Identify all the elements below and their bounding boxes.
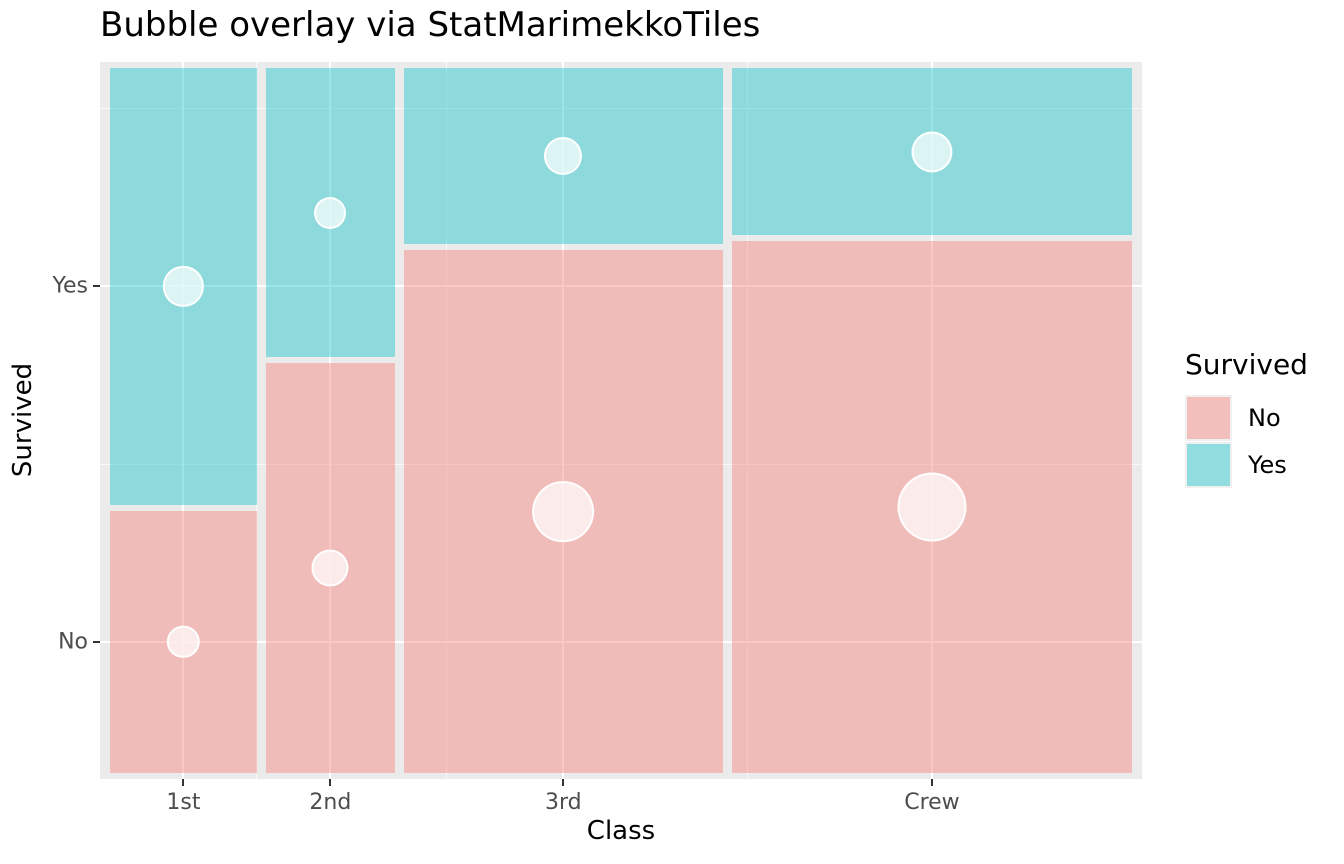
gridline-minor-h <box>100 108 1142 110</box>
gridline-major-h <box>100 285 1142 288</box>
bubble-crew-yes <box>911 131 953 173</box>
legend-swatch-yes-icon <box>1187 444 1230 486</box>
gridline-minor-h <box>100 463 1142 465</box>
legend-key-yes <box>1185 442 1232 488</box>
plot-panel <box>100 62 1142 779</box>
legend-entry-yes: Yes <box>1185 442 1308 488</box>
bubble-crew-no <box>897 472 967 542</box>
x-tick-label-2nd: 2nd <box>309 790 352 815</box>
chart-title: Bubble overlay via StatMarimekkoTiles <box>100 5 761 45</box>
x-tick-3rd <box>562 779 565 786</box>
bubble-1st-yes <box>163 266 204 307</box>
gridline-major-v <box>562 62 565 779</box>
gridline-minor-v <box>256 62 258 779</box>
x-tick-crew <box>930 779 933 786</box>
legend-key-no <box>1185 395 1232 441</box>
bubble-2nd-yes <box>314 196 347 229</box>
y-tick-no <box>93 640 100 643</box>
bubble-3rd-no <box>532 480 595 543</box>
legend-entry-no: No <box>1185 395 1308 441</box>
x-tick-label-1st: 1st <box>166 790 201 815</box>
x-tick-label-crew: Crew <box>904 790 960 815</box>
legend-label-yes: Yes <box>1248 451 1287 479</box>
x-axis-title: Class <box>586 816 656 846</box>
legend: Survived No Yes <box>1185 348 1308 489</box>
gridline-major-v <box>930 62 933 779</box>
bubble-2nd-no <box>311 549 349 587</box>
y-tick-label-no: No <box>58 629 88 655</box>
y-tick-label-yes: Yes <box>52 273 88 299</box>
x-tick-label-3rd: 3rd <box>545 790 582 815</box>
gridline-major-h <box>100 640 1142 643</box>
gridline-major-v <box>329 62 332 779</box>
legend-label-no: No <box>1248 404 1281 432</box>
y-axis-title: Survived <box>8 362 38 478</box>
x-tick-1st <box>182 779 185 786</box>
legend-title: Survived <box>1185 348 1308 381</box>
y-tick-yes <box>93 285 100 288</box>
gridline-minor-v <box>747 62 749 779</box>
bubble-1st-no <box>167 625 200 659</box>
legend-swatch-no-icon <box>1187 397 1230 439</box>
gridline-major-v <box>182 62 185 779</box>
x-tick-2nd <box>329 779 332 786</box>
bubble-3rd-yes <box>544 137 583 176</box>
gridline-minor-v <box>446 62 448 779</box>
